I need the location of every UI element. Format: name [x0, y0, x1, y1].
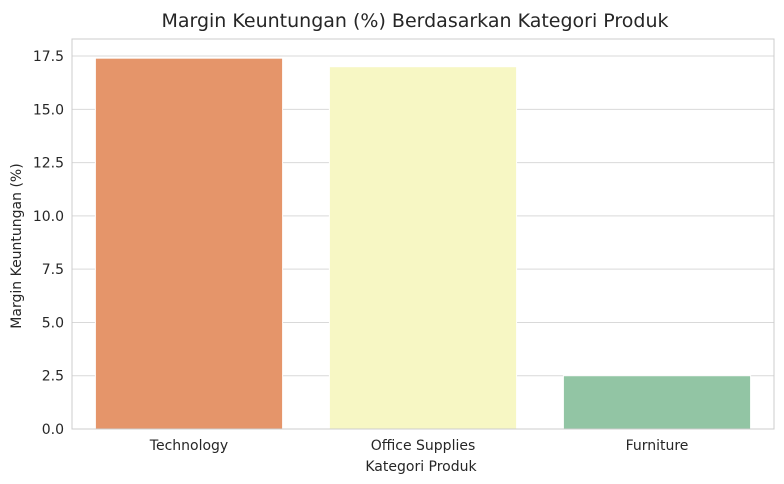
x-tick-label: Furniture: [626, 438, 689, 454]
chart-title: Margin Keuntungan (%) Berdasarkan Katego…: [161, 10, 668, 32]
x-axis-label: Kategori Produk: [365, 459, 477, 475]
y-tick-label: 2.5: [42, 369, 64, 385]
y-tick-label: 7.5: [42, 262, 64, 278]
plot-frame: [71, 38, 775, 430]
y-axis-label: Margin Keuntungan (%): [9, 163, 25, 328]
y-tick-label: 5.0: [42, 315, 64, 331]
x-ticks: Technology Office Supplies Furniture: [149, 438, 689, 454]
y-tick-label: 15.0: [33, 102, 64, 118]
y-tick-label: 12.5: [33, 156, 64, 172]
y-ticks: 0.0 2.5 5.0 7.5 10.0 12.5 15.0 17.5: [33, 49, 64, 438]
x-tick-label: Office Supplies: [371, 438, 476, 454]
bar-office-supplies: [328, 66, 518, 430]
bars: [94, 57, 752, 430]
bar-furniture: [562, 375, 752, 430]
y-tick-label: 0.0: [42, 422, 64, 438]
y-tick-label: 10.0: [33, 209, 64, 225]
y-tick-label: 17.5: [33, 49, 64, 65]
x-tick-label: Technology: [149, 438, 228, 454]
bar-technology: [94, 57, 284, 430]
